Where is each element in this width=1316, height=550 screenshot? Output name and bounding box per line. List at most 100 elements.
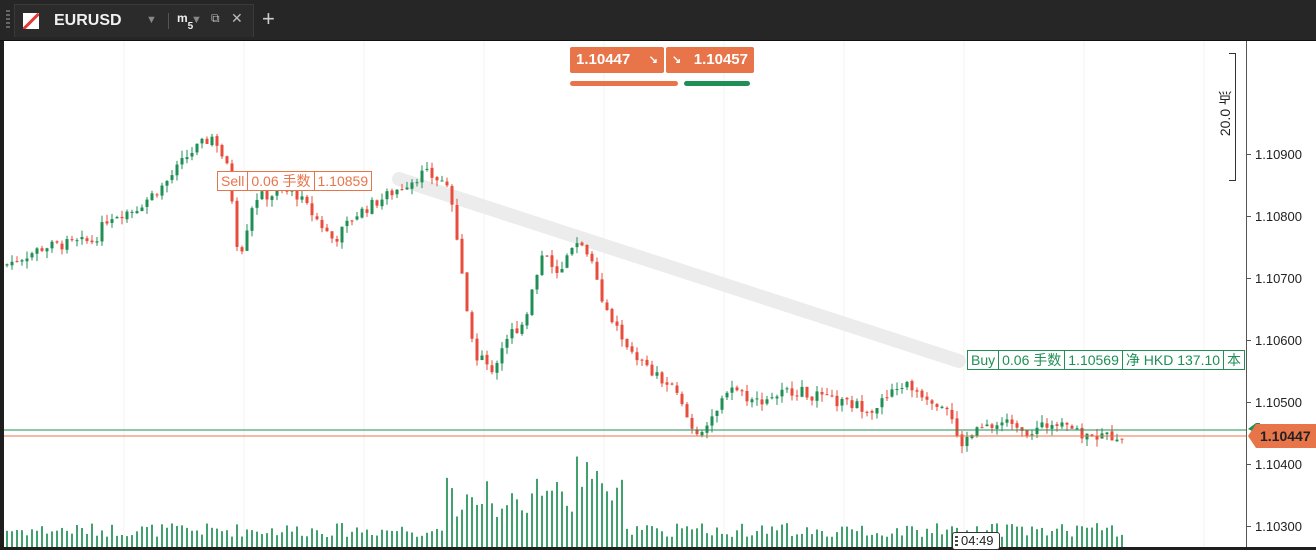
candle-body	[810, 396, 814, 401]
volume-bar	[941, 534, 943, 547]
new-tab-button[interactable]: +	[262, 6, 275, 31]
volume-bar	[71, 533, 73, 547]
volume-bar	[431, 531, 433, 547]
volume-bar	[921, 536, 923, 547]
current-price-label: 1.10447	[1248, 424, 1316, 448]
candle-body	[530, 289, 534, 315]
chart-tab-eurusd[interactable]: EURUSD ▼ m5 ▼ ⧉ ✕	[14, 4, 254, 37]
candle-body	[720, 398, 724, 410]
candle-body	[150, 193, 154, 201]
candle-body	[875, 408, 879, 414]
candle-body	[960, 434, 964, 447]
candle-body	[20, 260, 24, 262]
sell-arrow-icon: ↘	[648, 54, 658, 66]
candle-body	[715, 410, 719, 416]
sell-price-button[interactable]: 1.10447 ↘	[570, 47, 664, 73]
volume-bar	[611, 500, 613, 547]
timeframe-selector[interactable]: m5	[177, 11, 193, 32]
candle-body	[410, 182, 414, 189]
candle-body	[650, 364, 654, 376]
candle-body	[1040, 422, 1044, 428]
candle-body	[605, 302, 609, 311]
volume-bar	[881, 535, 883, 547]
candle-body	[665, 382, 669, 385]
candle-body	[855, 401, 859, 409]
volume-bar	[501, 508, 503, 547]
candle-body	[370, 199, 374, 214]
tick-mark	[1247, 278, 1251, 279]
candle-body	[625, 338, 629, 348]
buy-arrow-icon: ↘	[672, 54, 682, 66]
volume-bar	[686, 526, 688, 547]
candle-body	[800, 386, 804, 397]
candle-body	[225, 156, 229, 164]
volume-bar	[386, 530, 388, 547]
volume-bar	[786, 523, 788, 547]
buy-underline	[684, 81, 750, 86]
timeframe-dropdown-icon[interactable]: ▼	[191, 14, 202, 26]
candle-body	[440, 180, 444, 182]
volume-bar	[66, 530, 68, 547]
volume-bar	[461, 509, 463, 547]
volume-bar	[801, 533, 803, 547]
volume-bar	[651, 526, 653, 547]
timeframe-value: 5	[187, 21, 194, 33]
buy-position-label[interactable]: Buy 0.06 手数 1.10569 净 HKD 137.10 本	[967, 350, 1246, 370]
candle-body	[850, 400, 854, 408]
candle-body	[400, 189, 404, 191]
volume-bar	[661, 531, 663, 547]
volume-bar	[1011, 524, 1013, 547]
candle-body	[30, 253, 34, 258]
candle-body	[820, 391, 824, 395]
volume-bar	[186, 527, 188, 547]
sell-position-label[interactable]: Sell 0.06 手数 1.10859	[217, 171, 373, 191]
detach-icon[interactable]: ⧉	[211, 11, 220, 25]
volume-bar	[511, 493, 513, 547]
volume-bar	[146, 526, 148, 547]
candle-body	[965, 436, 969, 447]
candle-body	[835, 395, 839, 407]
volume-bar	[301, 535, 303, 547]
symbol-name[interactable]: EURUSD	[54, 12, 122, 29]
volume-bar	[681, 528, 683, 547]
candle-body	[120, 216, 124, 219]
price-axis[interactable]: 1.10900 1.10800 1.10700 1.10600 1.10500 …	[1246, 41, 1316, 547]
candlestick-plot[interactable]	[4, 41, 1246, 547]
drag-handle-icon[interactable]	[6, 10, 10, 30]
candle-body	[480, 355, 484, 361]
volume-bar	[621, 479, 623, 547]
candle-body	[865, 411, 869, 413]
volume-bar	[766, 533, 768, 547]
volume-bar	[1116, 536, 1118, 547]
volume-bar	[526, 512, 528, 547]
candle-body	[1050, 425, 1054, 429]
candle-body	[25, 258, 29, 262]
volume-bar	[706, 533, 708, 547]
volume-bar	[251, 530, 253, 547]
close-tab-icon[interactable]: ✕	[231, 10, 243, 26]
measure-ruler[interactable]	[1229, 53, 1236, 181]
volume-bar	[176, 525, 178, 547]
candle-body	[95, 241, 99, 243]
volume-bar	[6, 530, 8, 547]
candle-body	[65, 239, 69, 250]
price-chart[interactable]: 1.10447 ↘ ↘ 1.10457 Sell 0.06 手数 1.10859…	[4, 41, 1316, 550]
volume-bar	[876, 533, 878, 547]
candle-body	[70, 239, 74, 241]
volume-bar	[231, 536, 233, 547]
volume-bar	[576, 456, 578, 547]
volume-bar	[106, 536, 108, 547]
volume-bar	[191, 530, 193, 547]
candle-body	[980, 427, 984, 429]
volume-bar	[626, 528, 628, 547]
buy-price-button[interactable]: ↘ 1.10457	[666, 47, 754, 73]
candle-body	[365, 209, 369, 213]
candle-body	[695, 429, 699, 435]
volume-bar	[546, 490, 548, 547]
volume-bar	[886, 536, 888, 547]
candle-body	[785, 388, 789, 390]
volume-bar	[831, 536, 833, 547]
volume-bar	[161, 524, 163, 547]
symbol-dropdown-icon[interactable]: ▼	[146, 14, 157, 26]
candle-body	[510, 329, 514, 339]
